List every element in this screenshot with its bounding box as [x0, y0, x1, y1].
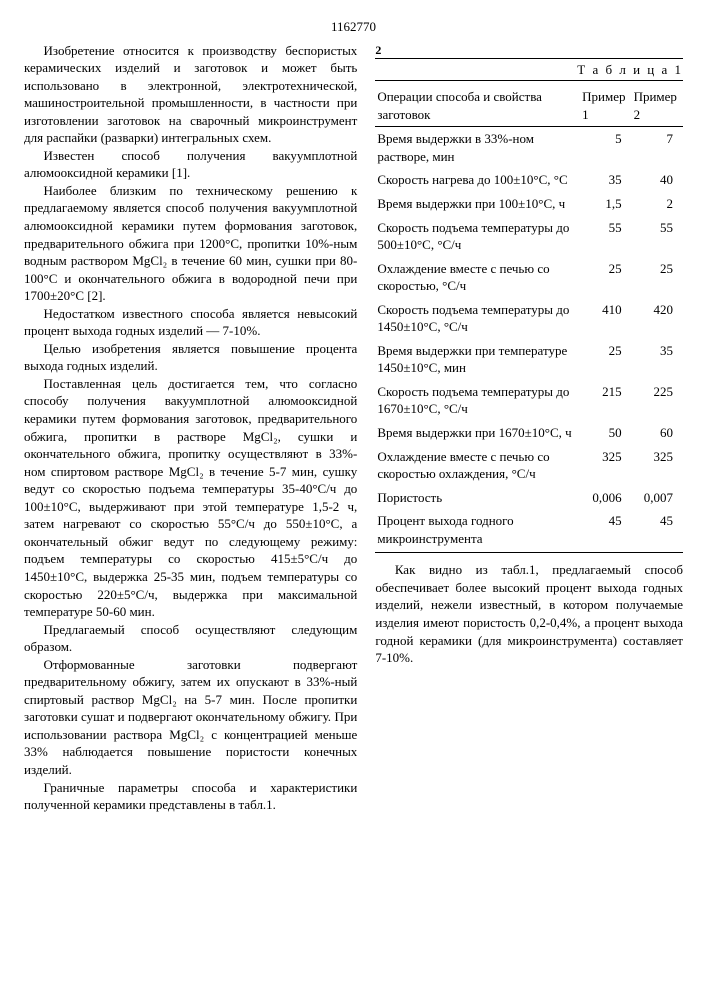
table-cell-label: Скорость подъема температуры до 500±10°С… — [375, 216, 580, 257]
table-cell-value-1: 215 — [580, 380, 631, 421]
paragraph-6: Поставленная цель достигается тем, что с… — [24, 375, 357, 621]
table-header-ex1: Пример 1 — [580, 85, 631, 127]
table-cell-label: Время выдержки в 33%-ном растворе, мин — [375, 127, 580, 169]
table-cell-label: Время выдержки при 100±10°С, ч — [375, 192, 580, 216]
table-row: Время выдержки при температуре 1450±10°С… — [375, 339, 683, 380]
table-bottom-rule — [375, 552, 683, 553]
table-cell-label: Время выдержки при 1670±10°С, ч — [375, 421, 580, 445]
table-cell-value-1: 45 — [580, 509, 631, 550]
paragraph-5: Целью изобретения является повышение про… — [24, 340, 357, 375]
table-cell-label: Охлаждение вместе с печью со скоростью о… — [375, 445, 580, 486]
right-table-column: 2 Т а б л и ц а 1 Операции способа и сво… — [375, 42, 683, 814]
table-cell-value-1: 25 — [580, 257, 631, 298]
table-cell-value-1: 25 — [580, 339, 631, 380]
paragraph-2: Известен способ получения вакуумплотной … — [24, 147, 357, 182]
table-header-row: Операции способа и свойства заготовок Пр… — [375, 85, 683, 127]
table-caption: Т а б л и ц а 1 — [375, 58, 683, 82]
table-cell-label: Время выдержки при температуре 1450±10°С… — [375, 339, 580, 380]
table-row: Скорость нагрева до 100±10°С, °С3540 — [375, 168, 683, 192]
table-header-label: Операции способа и свойства заготовок — [375, 85, 580, 127]
table-cell-value-1: 35 — [580, 168, 631, 192]
table-cell-value-2: 2 — [632, 192, 683, 216]
table-row: Время выдержки при 1670±10°С, ч5060 — [375, 421, 683, 445]
table-cell-value-2: 40 — [632, 168, 683, 192]
table-row: Время выдержки при 100±10°С, ч1,52 — [375, 192, 683, 216]
table-cell-value-2: 35 — [632, 339, 683, 380]
table-row: Скорость подъема температуры до 500±10°С… — [375, 216, 683, 257]
table-cell-label: Скорость подъема температуры до 1450±10°… — [375, 298, 580, 339]
table-cell-value-2: 7 — [632, 127, 683, 169]
paragraph-4: Недостатком известного способа является … — [24, 305, 357, 340]
table-cell-value-2: 25 — [632, 257, 683, 298]
table-cell-label: Пористость — [375, 486, 580, 510]
table-header-ex2: Пример 2 — [632, 85, 683, 127]
conclusion-paragraph: Как видно из табл.1, предлагаемый способ… — [375, 561, 683, 666]
table-row: Скорость подъема температуры до 1450±10°… — [375, 298, 683, 339]
paragraph-3: Наиболее близким по техническому решению… — [24, 182, 357, 305]
two-column-layout: Изобретение относится к производству бес… — [24, 42, 683, 814]
table-cell-value-2: 0,007 — [632, 486, 683, 510]
paragraph-9: Граничные параметры способа и характерис… — [24, 779, 357, 814]
table-row: Процент выхода годного микроинструмента4… — [375, 509, 683, 550]
paragraph-7: Предлагаемый способ осуществляют следующ… — [24, 621, 357, 656]
left-text-column: Изобретение относится к производству бес… — [24, 42, 357, 814]
table-cell-value-1: 55 — [580, 216, 631, 257]
table-row: Время выдержки в 33%-ном растворе, мин57 — [375, 127, 683, 169]
table-cell-label: Процент выхода годного микроинструмента — [375, 509, 580, 550]
table-cell-value-2: 420 — [632, 298, 683, 339]
below-table-text: Как видно из табл.1, предлагаемый способ… — [375, 561, 683, 666]
table-row: Охлаждение вместе с печью со скоростью, … — [375, 257, 683, 298]
table-cell-value-2: 45 — [632, 509, 683, 550]
table-cell-value-1: 410 — [580, 298, 631, 339]
table-row: Скорость подъема температуры до 1670±10°… — [375, 380, 683, 421]
table-cell-value-2: 225 — [632, 380, 683, 421]
table-cell-value-2: 55 — [632, 216, 683, 257]
table-row: Пористость0,0060,007 — [375, 486, 683, 510]
table-cell-value-1: 0,006 — [580, 486, 631, 510]
page-number: 1162770 — [24, 18, 683, 36]
top-right-number: 2 — [375, 42, 683, 58]
table-cell-value-2: 325 — [632, 445, 683, 486]
table-cell-value-1: 1,5 — [580, 192, 631, 216]
table-cell-label: Охлаждение вместе с печью со скоростью, … — [375, 257, 580, 298]
paragraph-8: Отформованные заготовки подвергают предв… — [24, 656, 357, 779]
table-cell-label: Скорость подъема температуры до 1670±10°… — [375, 380, 580, 421]
parameters-table: Операции способа и свойства заготовок Пр… — [375, 85, 683, 550]
table-cell-value-1: 325 — [580, 445, 631, 486]
paragraph-1: Изобретение относится к производству бес… — [24, 42, 357, 147]
table-cell-value-2: 60 — [632, 421, 683, 445]
table-cell-value-1: 5 — [580, 127, 631, 169]
table-row: Охлаждение вместе с печью со скоростью о… — [375, 445, 683, 486]
table-cell-label: Скорость нагрева до 100±10°С, °С — [375, 168, 580, 192]
table-cell-value-1: 50 — [580, 421, 631, 445]
